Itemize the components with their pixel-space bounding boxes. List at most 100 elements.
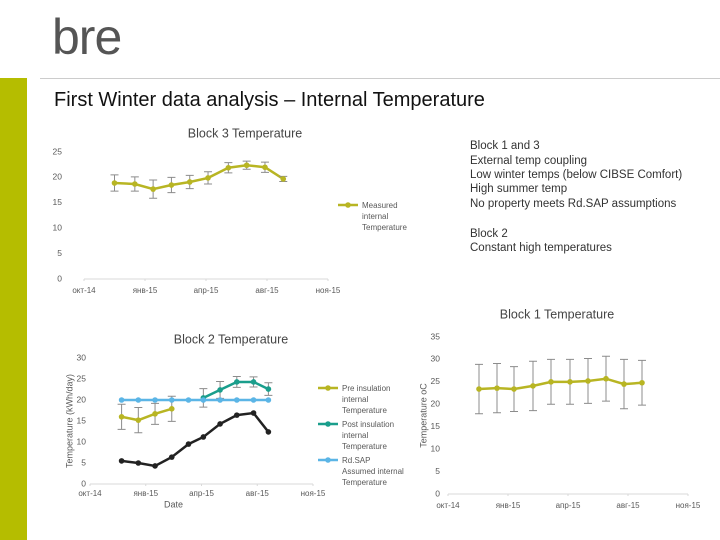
x-tick-label: янв-15: [133, 489, 158, 498]
point: [152, 411, 158, 417]
note: External temp coupling: [470, 155, 587, 167]
point: [234, 379, 240, 385]
point: [567, 379, 573, 385]
legend-marker: [325, 457, 331, 463]
point: [200, 397, 207, 403]
point: [585, 378, 591, 384]
series-line: [114, 163, 284, 191]
x-tick-label: авг-15: [255, 286, 279, 295]
point: [118, 414, 125, 420]
point: [135, 417, 142, 423]
y-tick-label: 20: [77, 394, 87, 404]
y-tick-label: 25: [77, 373, 87, 383]
point: [217, 421, 223, 427]
point: [262, 164, 268, 171]
x-tick-label: ноя-15: [676, 501, 701, 510]
point: [200, 434, 207, 440]
y-tick-label: 25: [431, 376, 441, 386]
point: [118, 458, 125, 464]
x-tick-label: янв-15: [133, 286, 158, 295]
note: High summer temp: [470, 183, 568, 195]
y-tick-label: 10: [77, 436, 87, 446]
point: [603, 375, 609, 382]
y-tick-label: 5: [435, 466, 440, 476]
y-tick-label: 15: [77, 415, 87, 425]
note: No property meets Rd.SAP assumptions: [470, 198, 677, 210]
x-tick-label: окт-14: [78, 489, 102, 498]
y-tick-label: 30: [431, 354, 441, 364]
point: [250, 397, 257, 403]
legend-marker: [325, 385, 331, 391]
point: [150, 186, 156, 192]
note: Constant high temperatures: [470, 242, 612, 254]
point: [639, 379, 645, 386]
point: [250, 410, 257, 416]
point: [132, 181, 138, 187]
y-tick-label: 20: [53, 172, 63, 182]
legend-text: Measured internal Temperature: [362, 201, 407, 232]
series-line: [478, 377, 643, 391]
legend-marker: [325, 421, 331, 427]
point: [185, 397, 192, 403]
x-axis-title: Date: [164, 499, 183, 509]
y-tick-label: 5: [57, 248, 62, 258]
legend-text: Rd.SAP Assumed internal Temperature: [342, 456, 404, 487]
point: [118, 397, 125, 403]
legend-text: Pre insulation internal Temperature: [342, 384, 391, 415]
point: [217, 397, 223, 403]
side-bar: [0, 78, 27, 540]
x-tick-label: авг-15: [246, 489, 270, 498]
point: [152, 463, 158, 469]
point: [185, 441, 192, 447]
slide-title: First Winter data analysis – Internal Te…: [54, 89, 485, 111]
y-axis-title: Temperature oC: [418, 383, 428, 448]
chart-title: Block 3 Temperature: [188, 126, 302, 140]
x-tick-label: ноя-15: [316, 286, 341, 295]
point: [234, 412, 240, 418]
note: Low winter temps (below CIBSE Comfort): [470, 169, 683, 181]
point: [243, 162, 250, 169]
y-tick-label: 5: [81, 457, 86, 467]
point: [168, 406, 175, 412]
y-tick-label: 0: [57, 273, 62, 283]
x-tick-label: янв-15: [496, 501, 521, 510]
y-axis-title: Temperature (kWh/day): [64, 374, 74, 468]
y-tick-label: 0: [435, 488, 440, 498]
y-tick-label: 25: [53, 146, 63, 156]
point: [205, 175, 211, 181]
point: [186, 179, 193, 185]
point: [476, 386, 482, 392]
point: [250, 379, 257, 385]
point: [168, 182, 175, 188]
point: [135, 460, 142, 466]
header-rule: [40, 78, 720, 79]
point: [265, 397, 272, 403]
point: [265, 429, 272, 435]
point: [530, 383, 536, 389]
point: [511, 386, 517, 392]
point: [168, 397, 175, 403]
point: [265, 386, 272, 392]
y-tick-label: 30: [77, 352, 87, 362]
x-tick-label: окт-14: [436, 501, 460, 510]
logo: bre: [52, 9, 122, 65]
point: [135, 397, 142, 403]
chart-title: Block 2 Temperature: [174, 332, 288, 346]
legend-marker: [345, 202, 351, 208]
point: [168, 454, 175, 460]
point: [152, 397, 158, 403]
x-tick-label: апр-15: [189, 489, 214, 498]
series-line: [121, 411, 270, 468]
x-tick-label: окт-14: [72, 286, 96, 295]
series-line: [121, 407, 173, 422]
point: [280, 176, 287, 182]
note: Block 2: [470, 228, 508, 240]
x-tick-label: авг-15: [616, 501, 640, 510]
chart-title: Block 1 Temperature: [500, 307, 614, 321]
point: [494, 385, 500, 391]
y-tick-label: 10: [431, 443, 441, 453]
y-tick-label: 20: [431, 399, 441, 409]
point: [621, 381, 627, 387]
point: [111, 180, 118, 186]
